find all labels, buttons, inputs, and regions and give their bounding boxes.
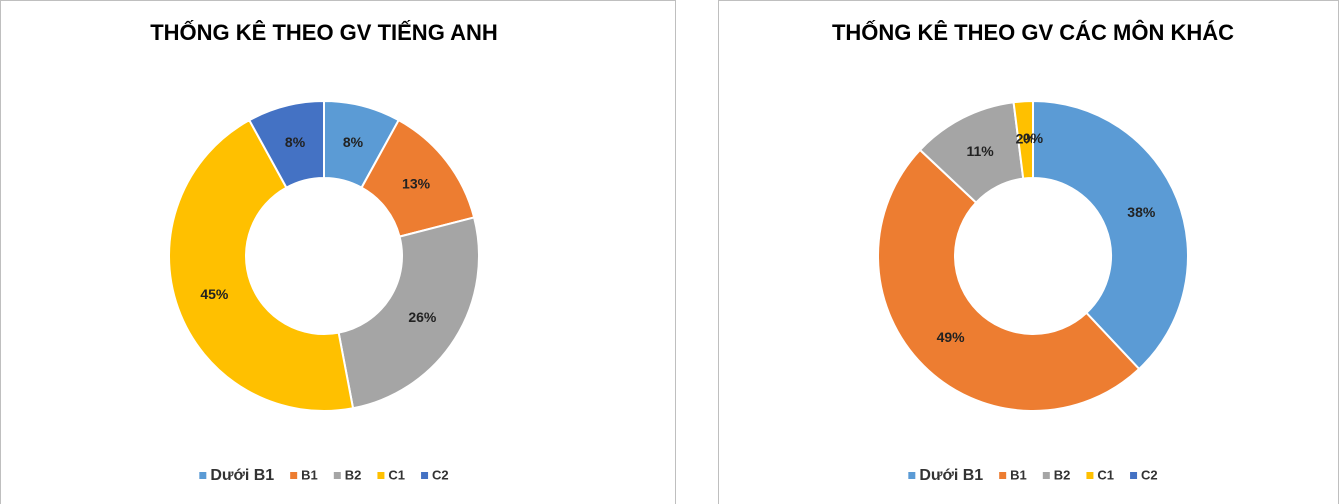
legend-swatch [1086, 472, 1094, 479]
donut-slice [168, 118, 355, 412]
legend-swatch [1130, 472, 1138, 479]
data-label: 8% [343, 134, 364, 150]
legend-label: Dưới B1 [919, 467, 983, 484]
legend-swatch [377, 472, 385, 479]
legend-label: B1 [1010, 467, 1027, 482]
legend-swatch [333, 472, 341, 479]
chart-title: THỐNG KÊ THEO GV CÁC MÔN KHÁC [832, 19, 1234, 45]
data-label: 11% [966, 143, 994, 159]
legend-label: C2 [432, 467, 449, 482]
legend-label: B2 [1054, 467, 1071, 482]
data-label: 38% [1127, 204, 1156, 220]
data-label: 13% [402, 175, 431, 191]
data-label: 45% [200, 286, 229, 302]
chart-frame [718, 0, 1339, 504]
data-label: 26% [408, 309, 437, 325]
chart-frame [0, 0, 676, 504]
legend-label: B1 [301, 467, 318, 482]
donut-slice [247, 99, 325, 190]
data-label: 8% [285, 134, 306, 150]
legend-label: C2 [1141, 467, 1158, 482]
legend-swatch [1042, 472, 1050, 479]
legend-swatch [421, 472, 429, 479]
legend-swatch [999, 472, 1007, 479]
data-label: 2% [1016, 130, 1037, 146]
legend-label: Dưới B1 [210, 467, 274, 484]
data-label: 0% [1023, 130, 1044, 146]
donut-slice [337, 216, 480, 410]
legend-label: C1 [1097, 467, 1114, 482]
donut-slice [877, 148, 1141, 412]
chart-title: THỐNG KÊ THEO GV TIẾNG ANH [150, 19, 498, 45]
legend-swatch [290, 472, 298, 479]
donut-slice [1032, 99, 1189, 371]
legend-label: B2 [345, 467, 362, 482]
legend-swatch [908, 472, 916, 479]
data-label: 49% [937, 329, 966, 345]
legend-swatch [199, 472, 207, 479]
legend-label: C1 [388, 467, 405, 482]
